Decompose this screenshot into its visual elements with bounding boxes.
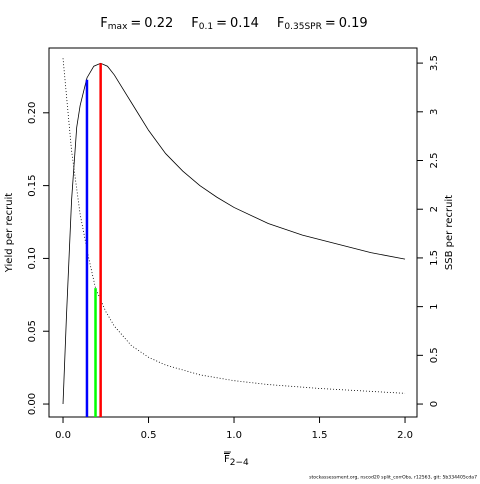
curve: [62, 58, 406, 394]
title-value: 0.14: [230, 16, 259, 31]
y-tick-label: 0.05: [27, 320, 38, 342]
title-value: 0.19: [339, 16, 368, 31]
y2-tick-label: 3.5: [429, 55, 440, 71]
x-tick-label: 2.0: [397, 430, 413, 441]
y2-tick-label: 0.5: [429, 347, 440, 363]
y2-tick-label: 1.5: [429, 250, 440, 266]
title-subscript: 0.1: [199, 22, 213, 32]
y-tick-label: 0.15: [27, 174, 38, 196]
title-symbol: F: [277, 16, 284, 31]
plot-frame: [48, 47, 418, 418]
y2-tick-label: 1: [429, 303, 440, 309]
y2-axis-label: SSB per recruit: [444, 195, 455, 270]
title-subscript: 0.35SPR: [284, 22, 321, 32]
title-subscript: max: [108, 22, 128, 32]
y-tick-label: 0.20: [27, 102, 38, 124]
title-symbol: F: [191, 16, 198, 31]
x-tick-label: 0.0: [55, 430, 71, 441]
y2-tick-label: 2.5: [429, 153, 440, 169]
title-value: 0.22: [144, 16, 173, 31]
title-sign: =: [130, 16, 141, 31]
curve: [62, 62, 406, 405]
x-axis-label: F2−4: [224, 454, 249, 468]
title-sign: =: [216, 16, 227, 31]
title-symbol: F: [100, 16, 107, 31]
footer: stockassessment.org, nscod20 split_corrO…: [309, 475, 477, 481]
y2-tick-label: 0: [429, 401, 440, 407]
title-sign: =: [325, 16, 336, 31]
chart-title: Fmax = 0.22 F0.1 = 0.14 F0.35SPR = 0.19: [100, 16, 367, 32]
y-tick-label: 0.00: [27, 393, 38, 415]
x-label-subscript: 2−4: [230, 458, 249, 468]
y2-tick-label: 2: [429, 206, 440, 212]
x-tick-label: 1.0: [226, 430, 242, 441]
x-label-symbol: F: [224, 454, 230, 465]
x-tick-label: 1.5: [312, 430, 328, 441]
x-tick-label: 0.5: [141, 430, 157, 441]
y-axis-label: Yield per recruit: [4, 193, 15, 274]
y-tick-label: 0.10: [27, 247, 38, 269]
y2-tick-label: 3: [429, 109, 440, 115]
